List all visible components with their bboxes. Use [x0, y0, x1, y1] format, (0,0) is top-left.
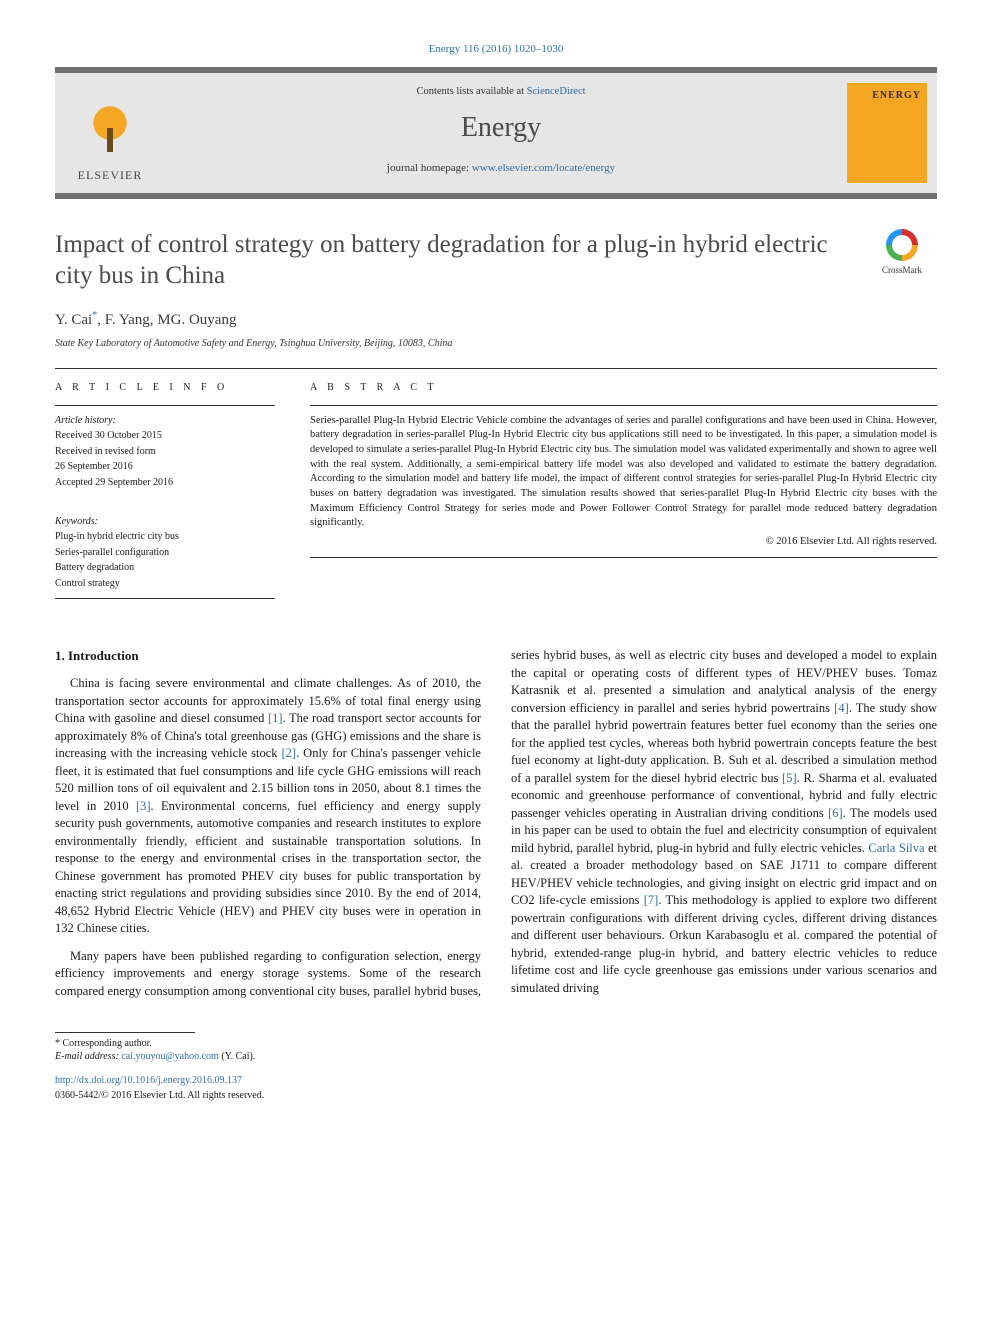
rule-above-meta: [55, 368, 937, 369]
ref-5-link[interactable]: [5]: [782, 771, 797, 785]
sciencedirect-link[interactable]: ScienceDirect: [527, 86, 586, 97]
affiliation: State Key Laboratory of Automotive Safet…: [55, 337, 937, 351]
keyword-2: Series-parallel configuration: [55, 546, 275, 560]
info-rule-1: [55, 405, 275, 406]
spacer: [55, 607, 937, 647]
abstract-rule-top: [310, 405, 937, 406]
abstract-block: A B S T R A C T Series-parallel Plug-In …: [310, 381, 937, 607]
crossmark-badge[interactable]: CrossMark: [867, 229, 937, 276]
abstract-rule-bottom: [310, 557, 937, 558]
doi-link[interactable]: http://dx.doi.org/10.1016/j.energy.2016.…: [55, 1075, 242, 1086]
contents-prefix: Contents lists available at: [416, 86, 526, 97]
email-line: E-mail address: cai.youyou@yahoo.com (Y.…: [55, 1050, 937, 1064]
doi-line: http://dx.doi.org/10.1016/j.energy.2016.…: [55, 1074, 937, 1088]
authors-line: Y. Cai*, F. Yang, MG. Ouyang: [55, 309, 937, 330]
ref-2-link[interactable]: [2]: [282, 746, 297, 760]
contents-line: Contents lists available at ScienceDirec…: [165, 85, 837, 99]
ref-7-link[interactable]: [7]: [644, 893, 659, 907]
keyword-4: Control strategy: [55, 577, 275, 591]
abstract-text: Series-parallel Plug-In Hybrid Electric …: [310, 414, 937, 532]
banner-center: Contents lists available at ScienceDirec…: [165, 73, 837, 193]
issn-line: 0360-5442/© 2016 Elsevier Ltd. All right…: [55, 1089, 937, 1103]
keywords-label: Keywords:: [55, 515, 275, 529]
ref-6-link[interactable]: [6]: [828, 806, 843, 820]
publisher-name: ELSEVIER: [65, 167, 155, 183]
page: Energy 116 (2016) 1020–1030 ELSEVIER Con…: [0, 0, 992, 1138]
author-carla-link[interactable]: Carla Silva: [868, 841, 924, 855]
body-columns: 1. Introduction China is facing severe e…: [55, 647, 937, 1004]
info-rule-2: [55, 598, 275, 599]
author-1: Y. Cai: [55, 312, 92, 328]
p1d: . Environmental concerns, fuel efficienc…: [55, 799, 481, 936]
cover-thumb-block: ENERGY: [837, 73, 937, 193]
elsevier-logo[interactable]: ELSEVIER: [65, 95, 155, 183]
authors-rest: , F. Yang, MG. Ouyang: [97, 312, 236, 328]
abstract-copyright: © 2016 Elsevier Ltd. All rights reserved…: [310, 535, 937, 549]
citation-header: Energy 116 (2016) 1020–1030: [55, 40, 937, 57]
publisher-logo-block: ELSEVIER: [55, 73, 165, 193]
footer-rule: [55, 1032, 195, 1033]
email-suffix: (Y. Cai).: [219, 1051, 255, 1062]
footer-block: * Corresponding author. E-mail address: …: [55, 1032, 937, 1103]
meta-row: A R T I C L E I N F O Article history: R…: [55, 381, 937, 607]
title-row: Impact of control strategy on battery de…: [55, 229, 937, 292]
ref-3-link[interactable]: [3]: [136, 799, 151, 813]
homepage-line: journal homepage: www.elsevier.com/locat…: [165, 161, 837, 176]
article-info-block: A R T I C L E I N F O Article history: R…: [55, 381, 275, 607]
received-date: Received 30 October 2015: [55, 429, 275, 443]
crossmark-icon: [886, 229, 918, 261]
article-title: Impact of control strategy on battery de…: [55, 229, 847, 292]
revised-label: Received in revised form: [55, 445, 275, 459]
keyword-3: Battery degradation: [55, 561, 275, 575]
abstract-heading: A B S T R A C T: [310, 381, 937, 395]
crossmark-label: CrossMark: [882, 264, 922, 276]
citation-text[interactable]: Energy 116 (2016) 1020–1030: [429, 43, 564, 55]
journal-homepage-link[interactable]: www.elsevier.com/locate/energy: [472, 162, 615, 174]
journal-banner: ELSEVIER Contents lists available at Sci…: [55, 67, 937, 199]
homepage-prefix: journal homepage:: [387, 162, 472, 174]
email-label: E-mail address:: [55, 1051, 121, 1062]
revised-date: 26 September 2016: [55, 460, 275, 474]
corresponding-author-note: * Corresponding author.: [55, 1037, 937, 1051]
history-label: Article history:: [55, 414, 275, 428]
elsevier-tree-icon: [75, 95, 145, 165]
article-info-heading: A R T I C L E I N F O: [55, 381, 275, 395]
accepted-date: Accepted 29 September 2016: [55, 476, 275, 490]
journal-name: Energy: [165, 109, 837, 147]
p2g: . This methodology is applied to explore…: [511, 893, 937, 995]
ref-4-link[interactable]: [4]: [834, 701, 849, 715]
intro-para-1: China is facing severe environmental and…: [55, 675, 481, 938]
corr-email-link[interactable]: cai.youyou@yahoo.com: [121, 1051, 219, 1062]
banner-body: ELSEVIER Contents lists available at Sci…: [55, 73, 937, 193]
banner-bottom-bar: [55, 193, 937, 199]
journal-cover-thumb[interactable]: ENERGY: [847, 83, 927, 183]
keyword-1: Plug-in hybrid electric city bus: [55, 530, 275, 544]
cover-title: ENERGY: [853, 89, 921, 103]
ref-1-link[interactable]: [1]: [268, 711, 283, 725]
section-1-heading: 1. Introduction: [55, 647, 481, 665]
